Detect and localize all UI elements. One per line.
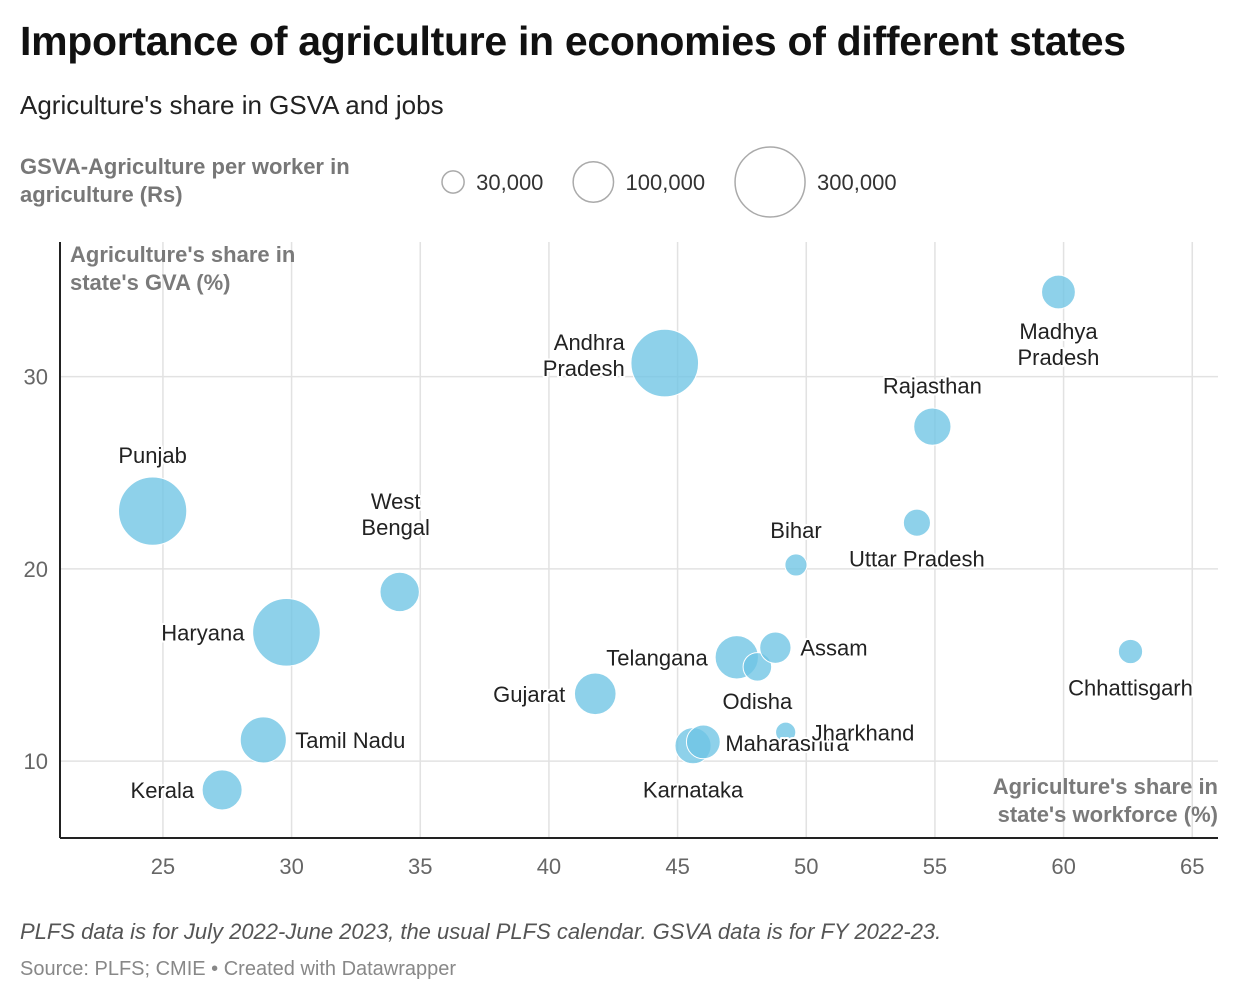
point-label-assam: Assam xyxy=(800,636,867,661)
x-tick-label: 40 xyxy=(537,854,561,879)
point-label-line: Kerala xyxy=(131,778,195,803)
point-label-line: Pradesh xyxy=(1017,345,1099,370)
y-tick-label: 30 xyxy=(24,365,48,390)
size-legend-circle xyxy=(441,170,465,194)
y-tick-label: 10 xyxy=(24,749,48,774)
point-label-line: Maharashtra xyxy=(725,731,849,756)
size-legend-circle xyxy=(734,146,806,218)
x-axis-title: Agriculture's share in state's workforce … xyxy=(993,774,1218,827)
point-label-line: Assam xyxy=(800,636,867,661)
x-tick-label: 25 xyxy=(151,854,175,879)
chart-subtitle: Agriculture's share in GSVA and jobs xyxy=(20,90,444,120)
point-label-line: Rajasthan xyxy=(883,374,982,399)
bubble-west-bengal xyxy=(379,571,420,613)
point-label-line: Punjab xyxy=(118,443,187,468)
x-tick-label: 60 xyxy=(1051,854,1075,879)
bubble-gujarat xyxy=(573,672,617,716)
point-label-bihar: Bihar xyxy=(770,518,821,543)
footnote: PLFS data is for July 2022-June 2023, th… xyxy=(20,919,942,944)
point-label-kerala: Kerala xyxy=(131,778,195,803)
point-label-telangana: Telangana xyxy=(606,645,708,670)
size-legend-title: GSVA-Agriculture per worker in agricultu… xyxy=(20,154,350,207)
point-label-tamil-nadu: Tamil Nadu xyxy=(295,728,405,753)
x-tick-label: 45 xyxy=(665,854,689,879)
bubble-bihar xyxy=(784,553,808,577)
size-legend-circle xyxy=(572,161,615,203)
point-label-jharkhand: Jharkhand xyxy=(812,720,915,745)
point-label-andhra-pradesh: Andhra Pradesh xyxy=(543,330,626,381)
point-label-maharashtra: Maharashtra xyxy=(725,731,849,756)
bubble-andhra-pradesh xyxy=(630,328,700,398)
bubble-maharashtra xyxy=(685,724,721,760)
point-label-chhattisgarh: Chhattisgarh xyxy=(1068,676,1193,701)
chart-title: Importance of agriculture in economies o… xyxy=(20,18,1126,64)
point-label-line: Bihar xyxy=(770,518,821,543)
x-tick-label: 30 xyxy=(279,854,303,879)
x-tick-label: 35 xyxy=(408,854,432,879)
y-tick-label: 20 xyxy=(24,557,48,582)
point-label-line: Telangana xyxy=(606,645,708,670)
size-legend-label: 300,000 xyxy=(817,170,897,195)
bubble-haryana xyxy=(252,597,321,667)
point-label-line: Bengal xyxy=(361,515,430,540)
size-legend: 30,000 100,000 300,000 xyxy=(441,146,897,218)
bubble-punjab xyxy=(118,476,188,546)
x-tick-label: 50 xyxy=(794,854,818,879)
point-label-line: Chhattisgarh xyxy=(1068,676,1193,701)
size-legend-label: 30,000 xyxy=(476,170,543,195)
point-label-line: Pradesh xyxy=(543,356,625,381)
point-label-haryana: Haryana xyxy=(161,620,245,645)
point-label-line: Tamil Nadu xyxy=(295,728,405,753)
bubble-chhattisgarh xyxy=(1117,638,1144,665)
bubble-rajasthan xyxy=(913,407,952,446)
point-label-line: Karnataka xyxy=(643,778,744,803)
y-axis-title: Agriculture's share in state's GVA (%) xyxy=(70,242,295,295)
point-label-line: Odisha xyxy=(723,689,793,714)
point-label-line: Gujarat xyxy=(493,682,565,707)
size-legend-label: 100,000 xyxy=(626,170,706,195)
point-label-line: Uttar Pradesh xyxy=(849,547,985,572)
source-credit: Source: PLFS; CMIE • Created with Datawr… xyxy=(20,958,457,980)
bubble-jharkhand xyxy=(775,721,797,743)
bubble-odisha xyxy=(742,652,773,682)
point-label-gujarat: Gujarat xyxy=(493,682,565,707)
point-label-line: Haryana xyxy=(161,620,245,645)
bubble-kerala xyxy=(201,769,243,811)
x-tick-label: 65 xyxy=(1180,854,1204,879)
bubble-tamil-nadu xyxy=(239,716,287,764)
point-label-line: Jharkhand xyxy=(812,720,915,745)
point-label-punjab: Punjab xyxy=(118,443,187,468)
point-label-line: Madhya xyxy=(1019,319,1098,344)
point-label-karnataka: Karnataka xyxy=(643,778,744,803)
point-label-odisha: Odisha xyxy=(723,689,793,714)
bubble-madhya-pradesh xyxy=(1041,274,1076,310)
point-label-rajasthan: Rajasthan xyxy=(883,374,982,399)
bubble-uttar-pradesh xyxy=(902,508,931,537)
point-label-line: West xyxy=(371,489,421,514)
bubble-assam xyxy=(759,631,792,664)
point-label-line: Andhra xyxy=(554,330,626,355)
point-label-west-bengal: West Bengal xyxy=(361,489,430,540)
point-label-madhya-pradesh: Madhya Pradesh xyxy=(1017,319,1099,370)
scatter-chart: 25 30 35 40 45 50 55 60 65 10 20 30 Agriculture's sh… xyxy=(24,242,1218,879)
x-tick-label: 55 xyxy=(923,854,947,879)
point-label-uttar-pradesh: Uttar Pradesh xyxy=(849,547,985,572)
